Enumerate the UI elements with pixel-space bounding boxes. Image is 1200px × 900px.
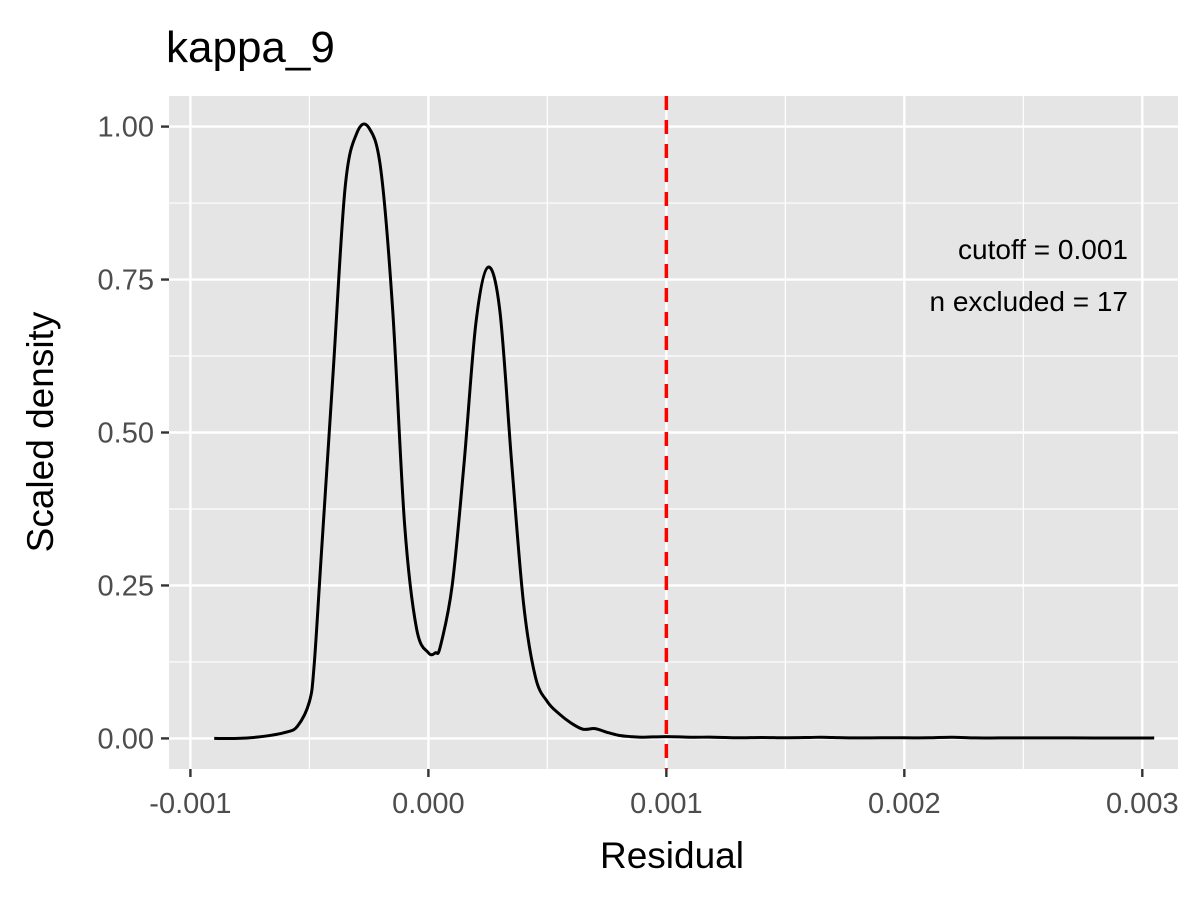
chart-title: kappa_9: [166, 23, 335, 72]
x-tick-label: -0.001: [149, 788, 231, 820]
density-line: [214, 122, 1155, 741]
annotation-text: cutoff = 0.001: [958, 234, 1128, 265]
y-tick-label: 0.25: [98, 570, 154, 602]
y-tick-label: 0.00: [98, 723, 154, 755]
y-tick-label: 0.50: [98, 418, 154, 450]
y-axis-title: Scaled density: [20, 311, 61, 552]
y-tick-label: 1.00: [98, 112, 154, 144]
y-axis-ticks: 0.00 0.25 0.50 0.75 1.00: [98, 112, 169, 755]
x-tick-label: 0.000: [392, 788, 465, 820]
y-tick-label: 0.75: [98, 265, 154, 297]
x-tick-label: 0.003: [1106, 788, 1179, 820]
x-tick-label: 0.001: [630, 788, 703, 820]
x-tick-label: 0.002: [868, 788, 941, 820]
annotation-text: n excluded = 17: [930, 286, 1129, 317]
x-axis-title: Residual: [600, 835, 744, 876]
x-axis-ticks: -0.001 0.000 0.001 0.002 0.003: [149, 769, 1179, 820]
annotations: cutoff = 0.001 n excluded = 17: [930, 234, 1129, 317]
